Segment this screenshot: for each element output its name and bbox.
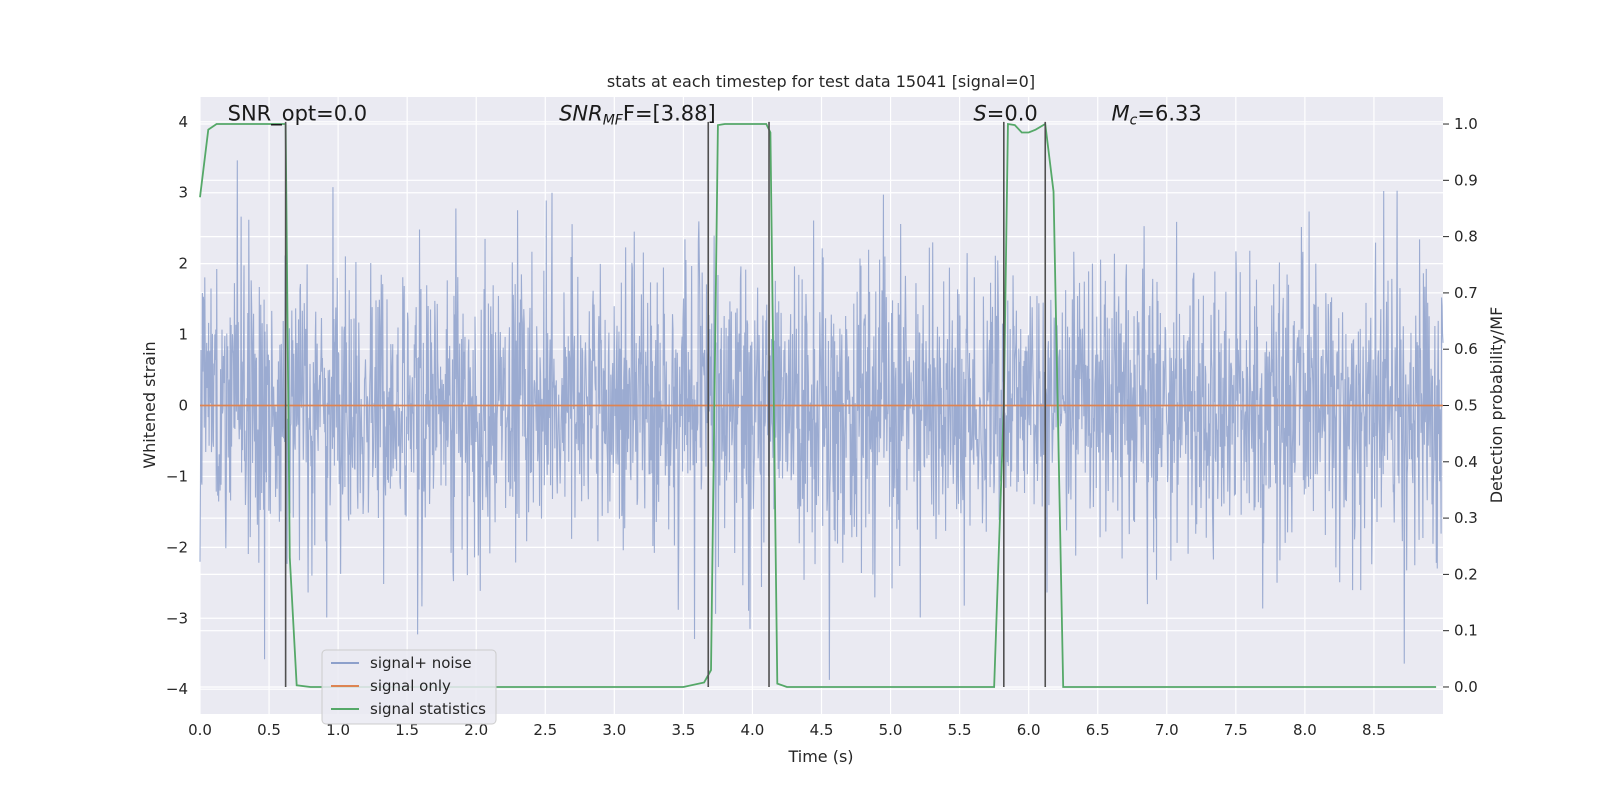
annotation-layer: SNR_opt=0.0 SNRMFF=[3.88] S=0.0 Mc=6.33 [228,101,1202,128]
x-tick-label-17: 8.5 [1362,721,1386,739]
y2-tick-label-5: 0.5 [1454,397,1478,415]
legend-label-signal-noise: signal+ noise [370,654,472,672]
legend-label-signal-only: signal only [370,677,451,695]
y-tick-label-5: −1 [166,467,188,485]
x-tick-label-16: 8.0 [1293,721,1317,739]
legend: signal+ noise signal only signal statist… [321,649,497,725]
x-axis-label: Time (s) [787,747,853,766]
x-tick-label-11: 5.5 [948,721,972,739]
y2-tick-label-2: 0.8 [1454,228,1478,246]
y-tick-label-1: 3 [178,184,188,202]
y-tick-label-2: 2 [178,255,188,273]
y-tick-label-3: 1 [178,326,188,344]
y2-tick-label-0: 1.0 [1454,115,1478,133]
y2-tick-label-9: 0.1 [1454,622,1478,640]
y2-tick-label-4: 0.6 [1454,340,1478,358]
signal-noise-line [199,160,1444,680]
x-tick-label-14: 7.0 [1155,721,1179,739]
x-tick-label-9: 4.5 [810,721,834,739]
y2-tick-label-8: 0.2 [1454,565,1478,583]
legend-label-signal-statistics: signal statistics [370,700,486,718]
y2-tick-label-6: 0.4 [1454,453,1478,471]
y2-tick-label-10: 0.0 [1454,678,1478,696]
y-axis-label: Whitened strain [140,341,159,468]
y2-tick-label-7: 0.3 [1454,509,1478,527]
y2-tick-label-1: 0.9 [1454,171,1478,189]
x-tick-label-1: 0.5 [257,721,281,739]
y-tick-label-6: −2 [166,538,188,556]
x-tick-label-8: 4.0 [741,721,765,739]
y-tick-label-8: −4 [166,680,188,698]
annotation-mc-value: Mc=6.33 [1112,101,1202,128]
x-tick-label-7: 3.5 [671,721,695,739]
y2-tick-label-3: 0.7 [1454,284,1478,302]
x-tick-label-12: 6.0 [1017,721,1041,739]
x-tick-label-10: 5.0 [879,721,903,739]
vline-layer [284,121,1047,688]
tick-layer: 0.0 0.5 1.0 1.5 2.0 2.5 3.0 3.5 4.0 4.5 5.0 5.5 6.0 6… [166,113,1478,739]
chart-title: stats at each timestep for test data 150… [607,72,1035,91]
annotation-s-value: S=0.0 [973,101,1037,125]
noise-series [199,160,1444,680]
y-tick-label-4: 0 [178,397,188,415]
y-tick-label-7: −3 [166,609,188,627]
y2-axis-label: Detection probability/MF [1487,307,1506,504]
legend-box [321,649,497,725]
x-tick-label-15: 7.5 [1224,721,1248,739]
x-tick-label-2: 1.0 [326,721,350,739]
x-tick-label-5: 2.5 [533,721,557,739]
annotation-snr-mf: SNRMFF=[3.88] [559,101,716,128]
x-tick-label-6: 3.0 [602,721,626,739]
x-tick-label-13: 6.5 [1086,721,1110,739]
x-tick-label-0: 0.0 [188,721,212,739]
annotation-snr-opt: SNR_opt=0.0 [228,101,368,126]
x-tick-label-3: 1.5 [395,721,419,739]
y-tick-label-0: 4 [178,113,188,131]
x-tick-label-4: 2.0 [464,721,488,739]
